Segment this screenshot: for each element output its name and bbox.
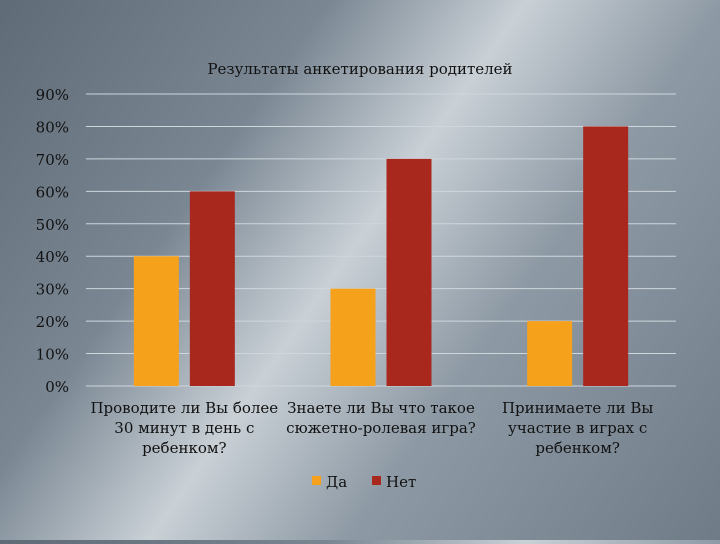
legend-label: Нет [386,473,416,491]
y-axis-labels: 0% 10% 20% 30% 40% 50% 60% 70% 80% 90% [36,86,69,396]
category-label: Проводите ли Вы более 30 минут в день с ре… [90,399,278,457]
bar-yes [527,321,573,386]
y-tick-label: 30% [36,281,69,299]
y-tick-label: 0% [45,378,69,396]
legend: Да Нет [312,473,416,491]
bar-yes [133,256,179,386]
bar-no [189,191,235,386]
y-tick-label: 20% [36,313,69,331]
legend-swatch [312,476,321,485]
legend-swatch [372,476,381,485]
y-tick-label: 90% [36,86,69,104]
y-tick-label: 60% [36,183,69,201]
bars [133,126,629,386]
x-axis-labels: Проводите ли Вы более 30 минут в день с ре… [90,399,653,457]
category-label: Принимаете ли Вы участие в играх с ребенко… [502,399,653,457]
y-tick-label: 40% [36,248,69,266]
bar-no [386,158,432,386]
bar-no [583,126,629,386]
legend-label: Да [326,473,347,491]
chart-title: Результаты анкетирования родителей [207,60,512,78]
legend-item: Да [312,473,347,491]
y-tick-label: 50% [36,216,69,234]
category-label: Знаете ли Вы что такое сюжетно-ролевая иг… [286,399,476,437]
legend-item: Нет [372,473,416,491]
y-tick-label: 10% [36,346,69,364]
bar-yes [330,288,376,386]
gridlines [86,93,676,387]
y-tick-label: 80% [36,118,69,136]
y-tick-label: 70% [36,151,69,169]
